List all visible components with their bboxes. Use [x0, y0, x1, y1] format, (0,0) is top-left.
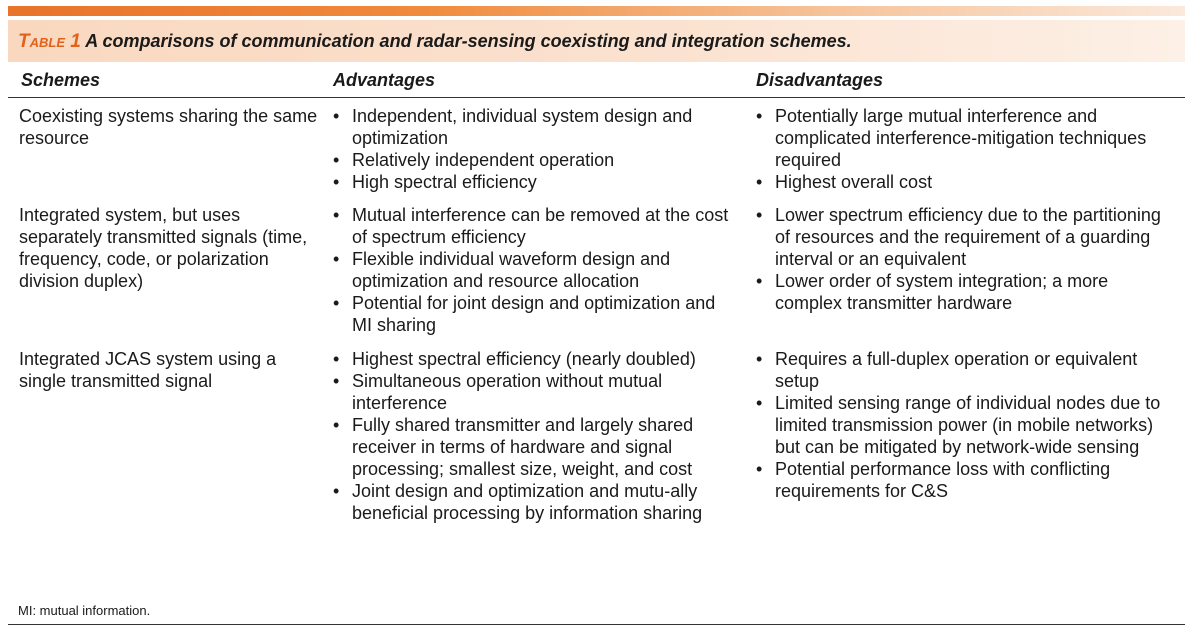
table-caption: Table 1 A comparisons of communication a…: [18, 31, 852, 53]
list-item: Potential for joint design and optimizat…: [331, 292, 736, 336]
list-item: Potentially large mutual interference an…: [754, 105, 1174, 171]
list-item: Lower spectrum efficiency due to the par…: [754, 204, 1174, 270]
list-item: Potential performance loss with conflict…: [754, 458, 1174, 502]
header-disadvantages: Disadvantages: [756, 70, 884, 90]
list-item: Mutual interference can be removed at th…: [331, 204, 736, 248]
list-item: Lower order of system integration; a mor…: [754, 270, 1174, 314]
table-row-3-disadvantages: Requires a full-duplex operation or equi…: [754, 348, 1174, 502]
table-footnote: MI: mutual information.: [18, 603, 151, 618]
table-row-3-advantages: Highest spectral efficiency (nearly doub…: [331, 348, 736, 524]
table-label: Table 1: [18, 31, 81, 52]
list-item: Fully shared transmitter and largely sha…: [331, 414, 736, 480]
table-row-1-scheme: Coexisting systems sharing the same reso…: [19, 106, 318, 148]
top-accent-bar: [8, 6, 1185, 16]
table-row-1-disadvantages: Potentially large mutual interference an…: [754, 105, 1174, 193]
list-item: Requires a full-duplex operation or equi…: [754, 348, 1174, 392]
table-row-3-scheme: Integrated JCAS system using a single tr…: [19, 349, 277, 391]
bottom-rule: [8, 624, 1185, 625]
list-item: Relatively independent operation: [331, 149, 736, 171]
list-item: Highest spectral efficiency (nearly doub…: [331, 348, 736, 370]
table-row-2-advantages: Mutual interference can be removed at th…: [331, 204, 736, 336]
table-title: A comparisons of communication and radar…: [85, 31, 852, 51]
caption-band: [8, 20, 1185, 62]
list-item: Independent, individual system design an…: [331, 105, 736, 149]
list-item: Highest overall cost: [754, 171, 1174, 193]
table-row-1-advantages: Independent, individual system design an…: [331, 105, 736, 193]
table-row-2-disadvantages: Lower spectrum efficiency due to the par…: [754, 204, 1174, 314]
header-divider: [8, 97, 1185, 98]
list-item: High spectral efficiency: [331, 171, 736, 193]
list-item: Joint design and optimization and mutu-a…: [331, 480, 736, 524]
list-item: Flexible individual waveform design and …: [331, 248, 736, 292]
header-advantages: Advantages: [333, 70, 436, 90]
table-row-2-scheme: Integrated system, but uses separately t…: [19, 205, 308, 291]
list-item: Limited sensing range of individual node…: [754, 392, 1174, 458]
list-item: Simultaneous operation without mutual in…: [331, 370, 736, 414]
header-schemes: Schemes: [21, 70, 101, 90]
